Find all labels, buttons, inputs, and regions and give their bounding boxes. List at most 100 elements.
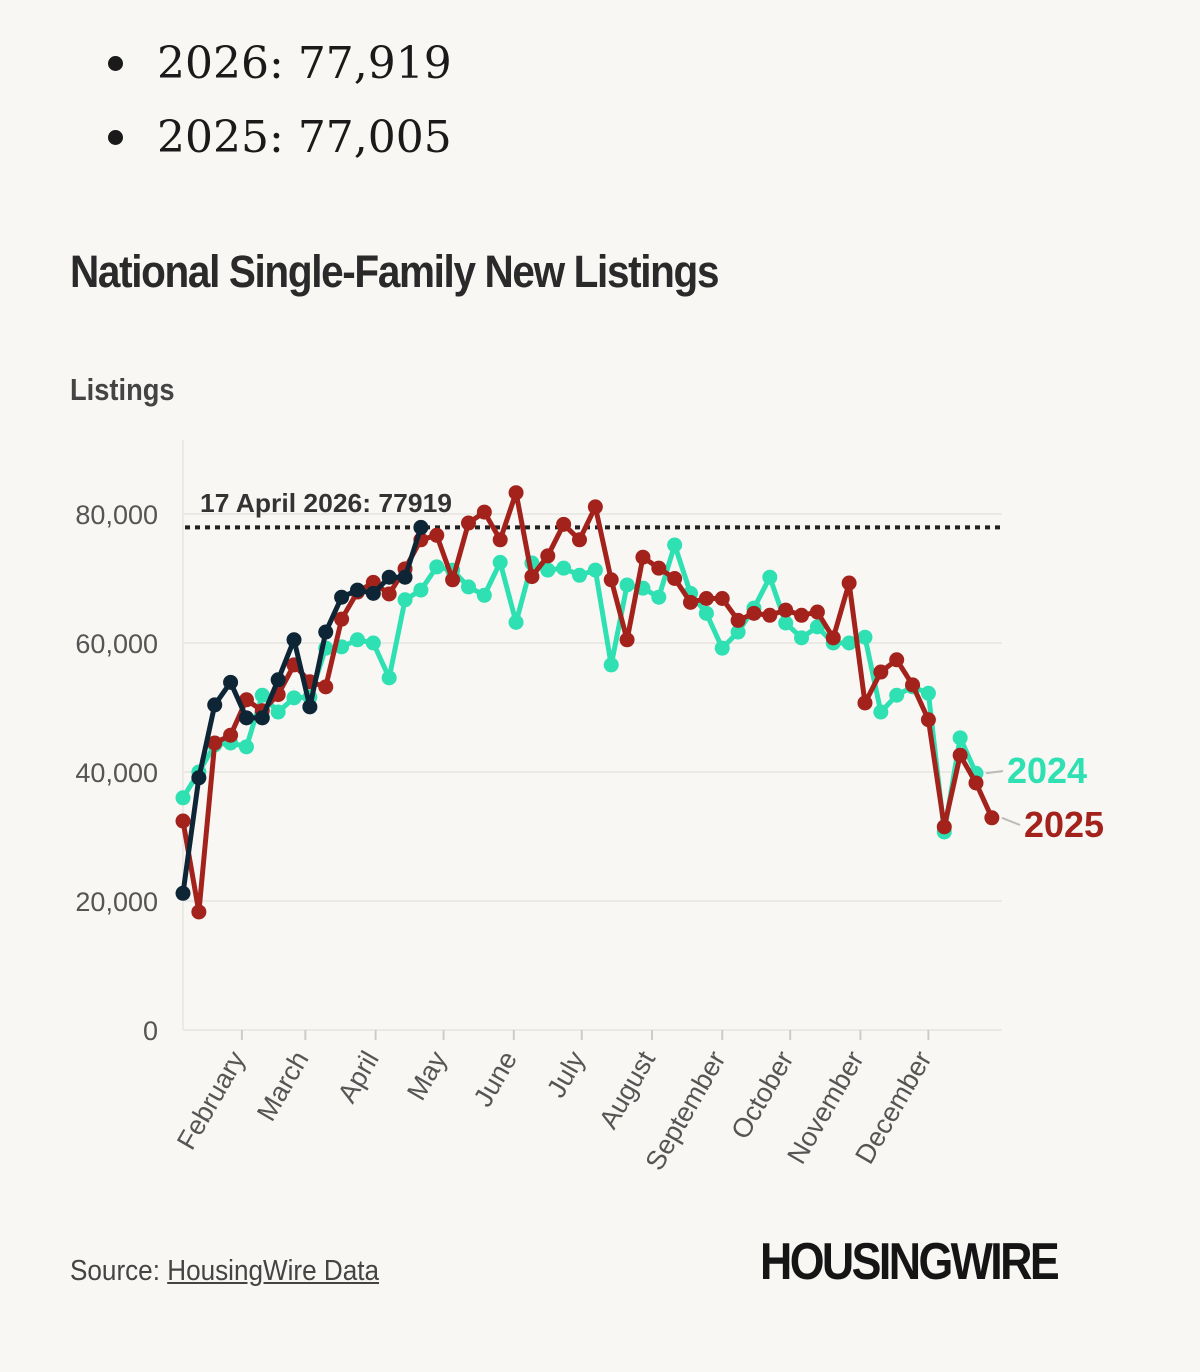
- data-point-2025: [857, 695, 873, 711]
- series-line-2026: [180, 526, 424, 894]
- data-point-2026: [207, 697, 223, 713]
- source-note: Source: HousingWire Data: [70, 1255, 379, 1288]
- data-point-2024: [270, 704, 286, 720]
- y-tick-label: 0: [143, 1016, 158, 1046]
- data-point-2024: [920, 685, 936, 701]
- data-point-2024: [381, 670, 397, 686]
- data-point-2025: [524, 569, 540, 585]
- source-prefix: Source:: [70, 1255, 160, 1287]
- data-point-2024: [572, 567, 587, 583]
- data-point-2024: [873, 704, 889, 720]
- data-point-2025: [207, 735, 223, 751]
- data-point-2024: [365, 635, 381, 651]
- bullet-2026: 2026: 77,919: [108, 38, 452, 89]
- bullet-year: 2026:: [157, 38, 284, 89]
- data-point-2025: [508, 485, 524, 501]
- data-point-2025: [920, 712, 936, 728]
- bullet-dot-icon: [108, 56, 123, 71]
- data-point-2024: [397, 592, 413, 608]
- data-point-2025: [809, 604, 825, 620]
- series-2026: [175, 519, 429, 901]
- data-point-2024: [809, 619, 825, 635]
- data-point-2025: [762, 607, 778, 623]
- data-point-2024: [429, 559, 445, 575]
- data-point-2024: [889, 687, 905, 703]
- data-point-2026: [334, 589, 350, 605]
- data-point-2025: [698, 590, 714, 606]
- data-point-2025: [825, 630, 841, 646]
- data-point-2026: [365, 585, 381, 601]
- data-point-2025: [381, 586, 397, 602]
- data-point-2026: [397, 569, 413, 585]
- data-point-2025: [556, 516, 572, 532]
- data-point-2024: [349, 632, 365, 648]
- data-point-2025: [746, 605, 762, 621]
- y-axis-label: Listings: [70, 372, 175, 407]
- data-point-2024: [651, 589, 667, 605]
- data-point-2025: [175, 813, 191, 829]
- data-point-2025: [778, 602, 794, 618]
- data-point-2025: [460, 515, 476, 531]
- data-point-2025: [873, 664, 889, 680]
- data-point-2026: [238, 710, 254, 726]
- data-point-2026: [223, 674, 239, 690]
- x-tick-label: July: [541, 1046, 591, 1103]
- data-point-2024: [698, 605, 714, 621]
- source-link[interactable]: HousingWire Data: [167, 1255, 380, 1287]
- y-tick-label: 80,000: [75, 500, 158, 530]
- annotation-label: 17 April 2026: 77919: [200, 488, 452, 518]
- data-point-2025: [191, 904, 207, 920]
- data-point-2024: [175, 790, 191, 806]
- data-point-2024: [508, 614, 524, 630]
- data-point-2024: [476, 587, 492, 603]
- data-point-2024: [603, 657, 619, 673]
- data-point-2025: [635, 549, 651, 565]
- data-point-2026: [349, 582, 365, 598]
- series-label-connector: [985, 770, 1004, 775]
- data-point-2024: [238, 739, 254, 755]
- data-point-2024: [841, 635, 857, 651]
- bullet-year: 2025:: [157, 112, 284, 163]
- data-point-2025: [841, 575, 857, 591]
- series-line-2025: [180, 490, 995, 915]
- x-tick-label: April: [332, 1046, 385, 1108]
- data-point-2024: [619, 577, 635, 593]
- data-point-2025: [714, 590, 730, 606]
- data-point-2025: [984, 810, 1000, 826]
- x-tick-label: August: [593, 1046, 661, 1134]
- data-point-2024: [254, 687, 270, 703]
- data-point-2024: [540, 562, 556, 578]
- data-point-2024: [730, 624, 746, 640]
- data-point-2025: [651, 560, 667, 576]
- data-point-2024: [492, 554, 508, 570]
- data-point-2025: [223, 727, 239, 743]
- data-point-2025: [334, 611, 350, 627]
- data-point-2025: [667, 571, 683, 586]
- data-point-2025: [492, 532, 508, 548]
- data-point-2024: [794, 630, 810, 646]
- data-point-2026: [191, 770, 207, 786]
- x-tick-label: May: [401, 1046, 453, 1106]
- data-point-2025: [540, 548, 556, 564]
- data-point-2024: [460, 579, 476, 595]
- housingwire-logo: HOUSINGWIRE: [760, 1233, 1060, 1291]
- data-point-2025: [603, 572, 619, 588]
- bullet-2025: 2025: 77,005: [108, 112, 452, 163]
- data-point-2024: [778, 615, 794, 631]
- bullet-value: 77,005: [297, 112, 452, 163]
- data-point-2024: [413, 582, 429, 598]
- data-point-2026: [302, 699, 318, 715]
- data-point-2026: [318, 624, 334, 640]
- series-line-2024: [180, 542, 979, 835]
- data-point-2024: [587, 562, 603, 578]
- x-tick-label: October: [725, 1046, 799, 1144]
- data-point-2024: [286, 690, 302, 706]
- data-point-2025: [683, 594, 699, 610]
- data-point-2025: [936, 819, 952, 835]
- data-point-2025: [445, 572, 461, 588]
- data-point-2025: [730, 612, 746, 628]
- data-point-2025: [952, 747, 968, 763]
- bullet-value: 77,919: [297, 38, 452, 89]
- data-point-2026: [254, 710, 270, 726]
